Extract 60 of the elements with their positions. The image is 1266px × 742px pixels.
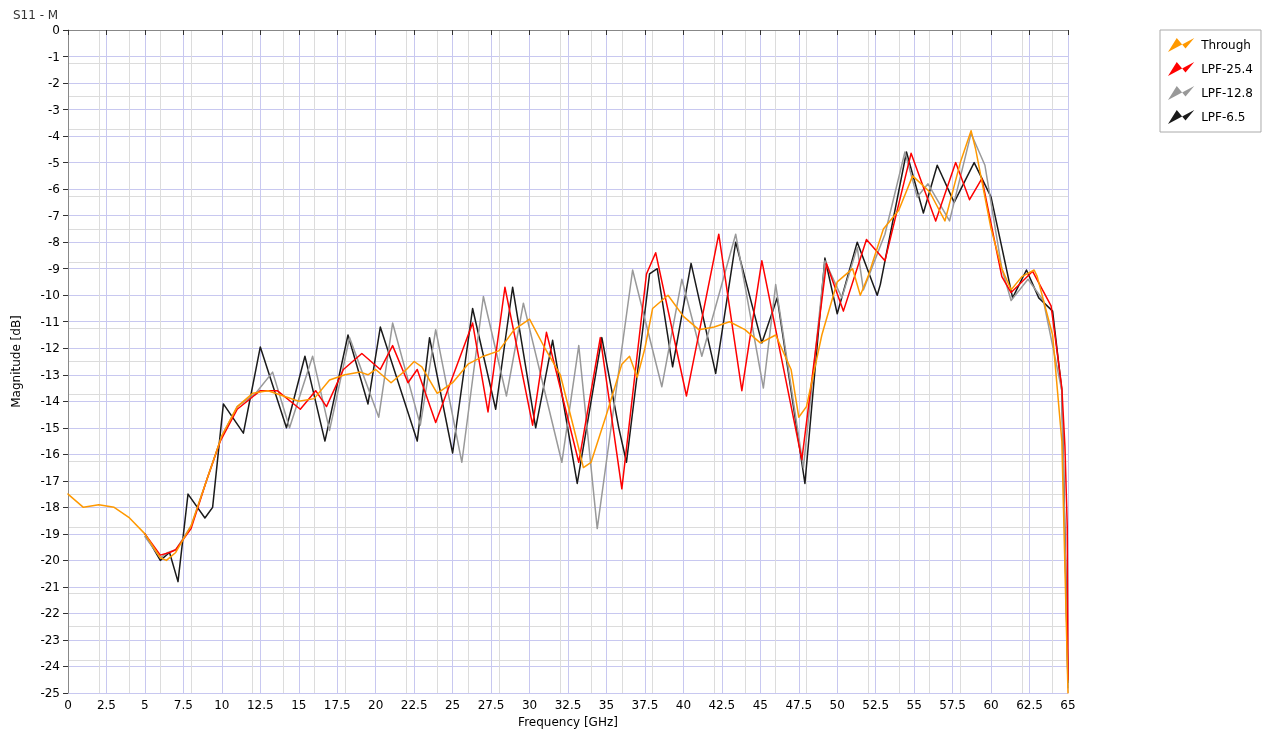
x-tick-label: 12.5 [246, 698, 274, 712]
y-tick-label: -16 [40, 447, 60, 462]
x-tick-label: 20 [368, 698, 384, 712]
x-tick-label: 5 [141, 698, 149, 712]
chart-title: S11 - M [13, 8, 59, 22]
x-tick-label: 22.5 [400, 698, 428, 712]
x-tick-label: 0 [64, 698, 72, 712]
x-tick-label: 37.5 [631, 698, 659, 712]
y-tick-label: -23 [40, 632, 60, 647]
y-tick-label: -19 [40, 526, 60, 541]
y-tick-label: -11 [40, 314, 60, 329]
y-tick-label: -7 [48, 208, 60, 223]
x-tick-label: 25 [444, 698, 461, 712]
x-tick-label: 32.5 [554, 698, 582, 712]
y-tick-label: -14 [40, 394, 60, 409]
legend-label: LPF-12.8 [1201, 86, 1253, 100]
legend-label: LPF-25.4 [1201, 62, 1253, 76]
y-tick-label: -9 [48, 261, 60, 276]
y-tick-label: -24 [40, 659, 60, 674]
y-tick-label: -22 [40, 606, 60, 621]
y-tick-label: 0 [52, 23, 60, 37]
y-tick-label: -13 [40, 367, 60, 382]
x-tick-label: 27.5 [477, 698, 505, 712]
x-tick-label: 50 [829, 698, 845, 712]
x-tick-label: 45 [752, 698, 768, 712]
x-tick-label: 35 [598, 698, 615, 712]
y-tick-label: -3 [48, 102, 60, 117]
x-tick-label: 62.5 [1016, 698, 1043, 712]
x-tick-label: 65 [1060, 698, 1076, 712]
x-axis-title: Frequency [GHz] [518, 714, 618, 729]
x-tick-label: 10 [214, 698, 230, 712]
x-tick-label: 55 [906, 698, 922, 712]
x-tick-label: 60 [983, 698, 999, 712]
y-tick-label: -5 [48, 155, 60, 170]
x-tick-label: 42.5 [708, 698, 736, 712]
y-tick-label: -4 [48, 129, 60, 144]
y-tick-label: -25 [40, 686, 60, 700]
x-tick-label: 40 [675, 698, 692, 712]
y-tick-label: -21 [40, 579, 60, 594]
y-axis-title: Magnitude [dB] [9, 315, 23, 408]
x-tick-label: 57.5 [939, 698, 966, 712]
x-tick-label: 17.5 [323, 698, 351, 712]
y-tick-label: -6 [48, 182, 60, 197]
x-tick-label: 15 [291, 698, 307, 712]
legend-label: LPF-6.5 [1201, 110, 1246, 124]
y-tick-label: -12 [40, 341, 60, 356]
y-tick-label: -2 [48, 76, 60, 91]
y-tick-label: -10 [40, 288, 60, 303]
y-tick-label: -20 [40, 553, 60, 568]
x-tick-label: 47.5 [785, 698, 813, 712]
y-tick-label: -15 [40, 420, 60, 435]
x-tick-label: 7.5 [173, 698, 193, 712]
x-tick-label: 2.5 [96, 698, 117, 712]
y-tick-label: -18 [40, 500, 60, 515]
x-tick-label: 30 [521, 698, 538, 712]
y-tick-label: -8 [48, 235, 60, 250]
x-tick-label: 52.5 [862, 698, 890, 712]
y-tick-label: -1 [48, 49, 60, 64]
y-tick-label: -17 [40, 473, 60, 488]
legend-label: Through [1200, 38, 1251, 52]
